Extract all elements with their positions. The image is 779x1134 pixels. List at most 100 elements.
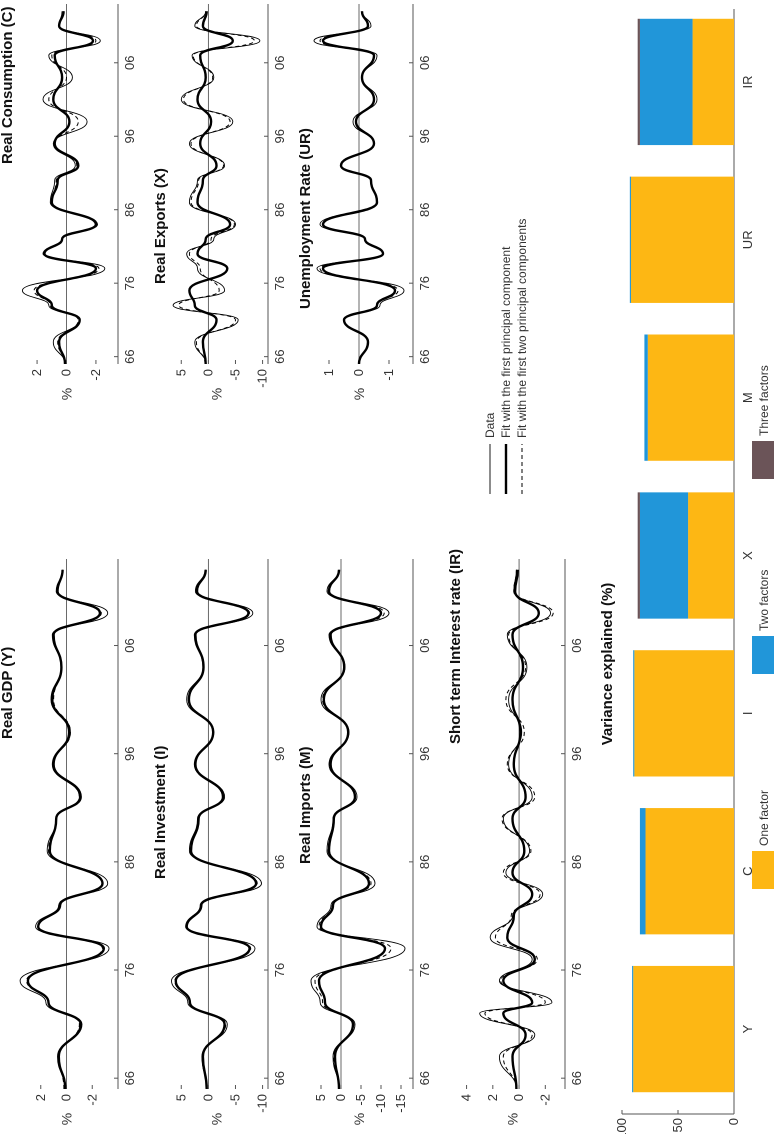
bar-segment-two-factors — [633, 650, 635, 777]
y-axis-label: % — [209, 1113, 225, 1125]
x-tick-label: 06 — [417, 638, 432, 652]
bar-legend-swatch — [752, 636, 774, 674]
series-line-thick-solid — [317, 569, 387, 1090]
y-tick-label: 0 — [200, 369, 215, 376]
bar-segment-one-factor — [647, 334, 735, 461]
bar-segment-three-factors — [637, 18, 640, 146]
x-tick-label: 76 — [569, 963, 584, 977]
bar-segment-two-factors — [629, 176, 631, 303]
x-tick-label: 96 — [272, 746, 287, 760]
y-tick-label: -5 — [353, 1094, 368, 1106]
x-tick-label: 86 — [122, 202, 137, 216]
y-axis-label: % — [59, 388, 75, 400]
x-tick-label: 66 — [122, 349, 137, 363]
y-tick-label: -10 — [255, 369, 270, 388]
x-tick-label: 76 — [272, 963, 287, 977]
bar-segment-one-factor — [633, 965, 735, 1093]
panel-title: Unemployment Rate (UR) — [297, 128, 314, 309]
x-tick-label: 96 — [272, 129, 287, 143]
y-tick-label: -1 — [381, 369, 396, 381]
x-tick-label: 06 — [122, 638, 137, 652]
x-tick-label: 06 — [272, 56, 287, 70]
series-line-dashed — [178, 11, 255, 365]
x-tick-label: 76 — [122, 963, 137, 977]
x-tick-label: 96 — [122, 746, 137, 760]
bar-y-tick-label: 50 — [670, 1118, 685, 1132]
bar-segment-two-factors — [644, 334, 648, 461]
bar-legend: One factor Two factors Three factors — [752, 365, 774, 889]
y-tick-label: 4 — [459, 1094, 474, 1101]
y-tick-label: 2 — [33, 1094, 48, 1101]
y-tick-label: -2 — [84, 1094, 99, 1106]
x-tick-label: 66 — [122, 1071, 137, 1085]
x-tick-label: 76 — [272, 276, 287, 290]
x-tick-label: 66 — [272, 1071, 287, 1085]
y-tick-label: 5 — [173, 369, 188, 376]
y-tick-label: 0 — [511, 1094, 526, 1101]
series-line-thin-solid — [172, 11, 261, 365]
y-axis-label: % — [351, 1113, 367, 1125]
x-tick-label: 76 — [122, 276, 137, 290]
y-tick-label: 1 — [321, 369, 336, 376]
series-line-thick-solid — [174, 569, 258, 1090]
series-line-dashed — [319, 11, 399, 365]
line-panel-5: 66 76 86 96 06 5 0 -5 -10% Real Exports (X) — [152, 4, 287, 400]
x-tick-label: 06 — [272, 638, 287, 652]
panel-title: Short term Interest rate (IR) — [447, 549, 464, 744]
bar-y-tick-label: 100 — [614, 1118, 629, 1134]
x-tick-label: 86 — [122, 855, 137, 869]
x-tick-label: 66 — [569, 1071, 584, 1085]
bar-category-label: I — [740, 712, 755, 716]
bar-category-label: UR — [740, 230, 755, 249]
bar-segment-two-factors — [639, 18, 693, 146]
y-axis-label: % — [209, 388, 225, 400]
legend-label: Data — [483, 412, 497, 438]
bar-category-label: Y — [740, 1024, 755, 1033]
series-line-thin-solid — [171, 569, 262, 1090]
x-tick-label: 86 — [417, 202, 432, 216]
x-tick-label: 66 — [417, 349, 432, 363]
bar-segment-two-factors — [639, 492, 689, 619]
series-line-dashed — [484, 569, 554, 1090]
panel-title: Real Consumption (C) — [0, 7, 16, 165]
x-tick-label: 66 — [272, 349, 287, 363]
y-tick-label: 0 — [59, 1094, 74, 1101]
y-axis-label: % — [505, 1113, 521, 1125]
line-panel-0: 66 76 86 96 06 2 0 -2% Real GDP (Y) — [0, 559, 137, 1125]
x-tick-label: 66 — [417, 1071, 432, 1085]
y-axis-label: % — [59, 1113, 75, 1125]
x-tick-label: 86 — [272, 855, 287, 869]
x-tick-label: 86 — [569, 855, 584, 869]
x-tick-label: 96 — [569, 746, 584, 760]
bar-category-label: X — [740, 551, 755, 560]
y-tick-label: -15 — [393, 1094, 408, 1113]
bar-legend-label: Two factors — [757, 570, 771, 631]
y-tick-label: 0 — [351, 369, 366, 376]
y-tick-label: 0 — [333, 1094, 348, 1101]
bar-segment-one-factor — [630, 176, 735, 303]
bar-segment-two-factors — [632, 965, 634, 1093]
line-panel-6: 66 76 86 96 06 1 0 -1% Unemployment Rate (UR) — [297, 4, 432, 400]
series-line-dashed — [314, 569, 392, 1090]
bar-legend-label: Three factors — [757, 365, 771, 436]
panel-title: Real Exports (X) — [152, 168, 169, 284]
bar-segment-one-factor — [692, 18, 734, 146]
y-tick-label: -5 — [227, 369, 242, 381]
bar-chart-title: Variance explained (%) — [599, 583, 616, 746]
bar-segment-three-factors — [637, 492, 640, 619]
bar-legend-label: One factor — [757, 790, 771, 846]
x-tick-label: 06 — [417, 56, 432, 70]
bar-y-tick-label: 0 — [726, 1118, 741, 1125]
x-tick-label: 86 — [417, 855, 432, 869]
x-tick-label: 86 — [272, 202, 287, 216]
x-tick-label: 96 — [417, 129, 432, 143]
y-tick-label: -2 — [88, 369, 103, 381]
legend-label: Fit with the first two principal compone… — [515, 219, 529, 438]
x-tick-label: 06 — [122, 56, 137, 70]
x-tick-label: 96 — [122, 129, 137, 143]
series-line-thin-solid — [21, 11, 106, 365]
